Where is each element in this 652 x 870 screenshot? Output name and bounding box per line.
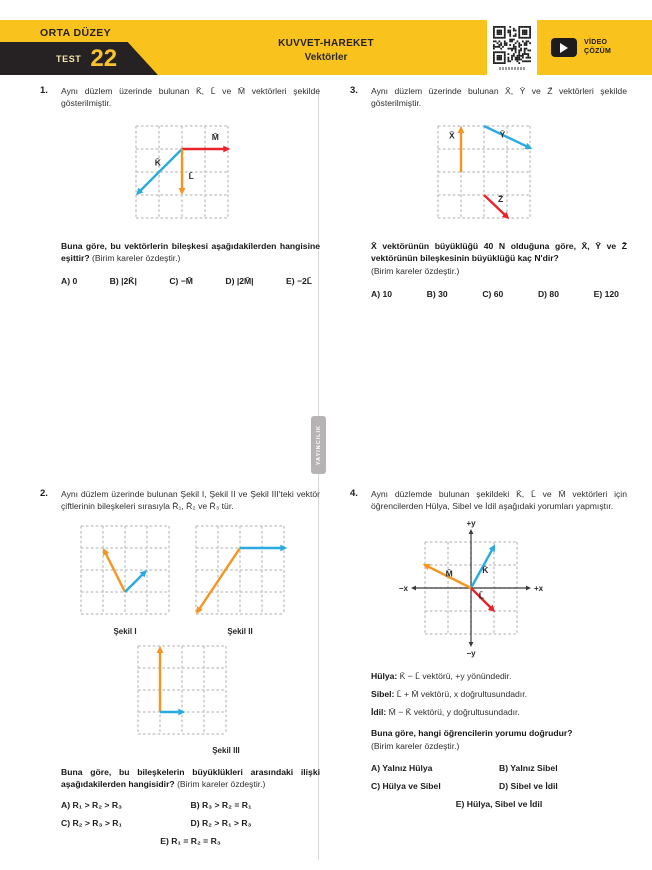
option-b: B) |2K̄| xyxy=(109,276,137,287)
publisher-tab-text: YAYINCILIK xyxy=(315,424,322,466)
svg-text:L̄: L̄ xyxy=(479,591,484,601)
q1-vector-diagram: M̄ K̄ L̄ xyxy=(127,117,320,230)
option-a: A) Yalnız Hülya xyxy=(371,762,433,773)
student-name: İdil: xyxy=(371,707,387,718)
option-b: B) 30 xyxy=(426,289,448,300)
question-bold-text: Buna göre, bu vektörlerin bileşkesi aşağ… xyxy=(61,240,320,263)
question-3: 3. Aynı düzlem üzerinde bulunan X̄, Ȳ ve… xyxy=(350,85,627,300)
question-note: (Birim kareler özdeştir.) xyxy=(371,266,460,277)
svg-text:−y: −y xyxy=(466,649,476,658)
option-b: B) R₃ > R₂ = R₁ xyxy=(190,799,252,810)
question-2: 2. Aynı düzlem üzerinde bulunan Şekil I,… xyxy=(40,488,320,848)
option-d: D) |2M̄| xyxy=(225,276,254,287)
question-intro: Aynı düzlem üzerinde bulunan K̄, L̄ ve M… xyxy=(61,86,320,109)
column-divider xyxy=(318,88,319,860)
svg-text:L̄: L̄ xyxy=(189,171,194,181)
option-c: C) 60 xyxy=(482,289,504,300)
q2-figures-row: Şekil I Şekil II xyxy=(75,520,320,637)
option-e: E) 120 xyxy=(593,289,619,300)
question-stem: Buna göre, bu vektörlerin bileşkesi aşağ… xyxy=(61,240,320,264)
question-note: (Birim kareler özdeştir.) xyxy=(371,741,460,752)
option-c: C) R₂ > R₃ > R₁ xyxy=(61,818,123,829)
options-row: A) 0 B) |2K̄| C) −M̄ D) |2M̄| E) −2L̄ xyxy=(61,275,320,287)
question-stem: Buna göre, bu bileşkelerin büyüklükleri … xyxy=(61,766,320,790)
question-stem: X̄ vektörünün büyüklüğü 40 N olduğuna gö… xyxy=(371,240,627,264)
question-intro: Aynı düzlem üzerinde bulunan X̄, Ȳ ve Z̄… xyxy=(371,86,627,109)
figure-caption: Şekil II xyxy=(227,626,253,636)
question-bold-text: Buna göre, hangi öğrencilerin yorumu doğ… xyxy=(371,728,573,739)
svg-text:M̄: M̄ xyxy=(446,569,453,579)
level-label: ORTA DÜZEY xyxy=(40,27,112,39)
option-c: C) Hülya ve Sibel xyxy=(371,780,441,791)
video-label: VİDEO ÇÖZÜM xyxy=(584,38,612,55)
play-icon xyxy=(551,38,577,57)
q2-figure-3 xyxy=(132,640,320,743)
question-4: 4. Aynı düzlemde bulunan şekildeki K̄, L… xyxy=(350,488,627,810)
question-stem: Buna göre, hangi öğrencilerin yorumu doğ… xyxy=(371,727,627,739)
question-intro: Aynı düzlemde bulunan şekildeki K̄, L̄ v… xyxy=(371,489,627,512)
student-name: Sibel: xyxy=(371,688,395,699)
test-word: TEST xyxy=(56,53,82,64)
test-number: 22 xyxy=(90,44,118,72)
option-d: D) R₂ > R₁ > R₃ xyxy=(190,818,252,829)
question-number: 2. xyxy=(40,488,48,499)
statement-hulya: Hülya: K̄ − L̄ vektörü, +y yönündedir. xyxy=(371,670,627,682)
option-b: B) Yalnız Sibel xyxy=(499,762,558,773)
option-c: C) −M̄ xyxy=(169,276,193,287)
question-number: 4. xyxy=(350,488,358,499)
options-row: A) 10 B) 30 C) 60 D) 80 E) 120 xyxy=(371,288,627,300)
q2-figure-2 xyxy=(190,520,290,623)
q2-figure-3-wrap: Şekil III xyxy=(132,640,320,757)
svg-text:−x: −x xyxy=(399,584,409,593)
svg-text:+y: +y xyxy=(466,519,476,528)
option-e: E) Hülya, Sibel ve İdil xyxy=(455,799,543,810)
question-1: 1. Aynı düzlem üzerinde bulunan K̄, L̄ v… xyxy=(40,85,320,287)
q3-vector-diagram: X̄ Ȳ Z̄ xyxy=(429,117,627,230)
statement-sibel: Sibel: L̄ + M̄ vektörü, x doğrultusundad… xyxy=(371,688,627,700)
svg-text:M̄: M̄ xyxy=(212,132,219,142)
statement-text: K̄ − L̄ vektörü, +y yönündedir. xyxy=(399,670,512,681)
question-number: 1. xyxy=(40,85,48,96)
qr-pattern xyxy=(493,26,531,64)
statement-idil: İdil: M̄ − K̄ vektörü, y doğrultusundadı… xyxy=(371,706,627,718)
qr-code xyxy=(487,20,537,75)
svg-text:K̄: K̄ xyxy=(482,565,489,575)
q4-axes-diagram: +y −y −x +x K̄ M̄ L̄ xyxy=(395,516,627,663)
option-a: A) 10 xyxy=(371,289,393,300)
question-note: (Birim kareler özdeştir.) xyxy=(177,778,266,789)
svg-text:Ȳ: Ȳ xyxy=(500,130,506,140)
option-e: E) −2L̄ xyxy=(285,276,312,287)
option-d: D) Sibel ve İdil xyxy=(499,780,558,791)
question-intro: Aynı düzlem üzerinde bulunan Şekil I, Şe… xyxy=(61,489,320,512)
options-grid: A) R₁ > R₂ > R₃ B) R₃ > R₂ = R₁ C) R₂ > … xyxy=(61,799,320,829)
svg-text:K̄: K̄ xyxy=(155,158,162,168)
question-bold-text: X̄ vektörünün büyüklüğü 40 N olduğuna gö… xyxy=(371,240,627,263)
publisher-tab: YAYINCILIK xyxy=(311,416,326,474)
options-grid: A) Yalnız Hülya B) Yalnız Sibel C) Hülya… xyxy=(371,762,627,792)
option-d: D) 80 xyxy=(537,289,559,300)
svg-text:Z̄: Z̄ xyxy=(498,194,503,204)
statement-text: M̄ − K̄ vektörü, y doğrultusundadır. xyxy=(388,707,520,718)
q2-figure-1 xyxy=(75,520,175,623)
svg-text:X̄: X̄ xyxy=(449,131,455,141)
statement-text: L̄ + M̄ vektörü, x doğrultusundadır. xyxy=(396,688,527,699)
student-name: Hülya: xyxy=(371,670,398,681)
qr-caption xyxy=(499,67,525,70)
svg-text:+x: +x xyxy=(534,584,544,593)
test-badge: TEST 22 xyxy=(0,42,158,75)
video-solution: VİDEO ÇÖZÜM xyxy=(551,20,611,75)
option-a: A) R₁ > R₂ > R₃ xyxy=(61,799,123,810)
option-e: E) R₁ = R₂ = R₃ xyxy=(160,836,221,847)
figure-caption: Şekil I xyxy=(113,626,137,636)
question-note: (Birim kareler özdeştir.) xyxy=(92,252,181,263)
option-a: A) 0 xyxy=(61,276,78,287)
question-number: 3. xyxy=(350,85,358,96)
question-bold-text: Buna göre, bu bileşkelerin büyüklükleri … xyxy=(61,766,320,789)
figure-caption: Şekil III xyxy=(212,746,240,756)
